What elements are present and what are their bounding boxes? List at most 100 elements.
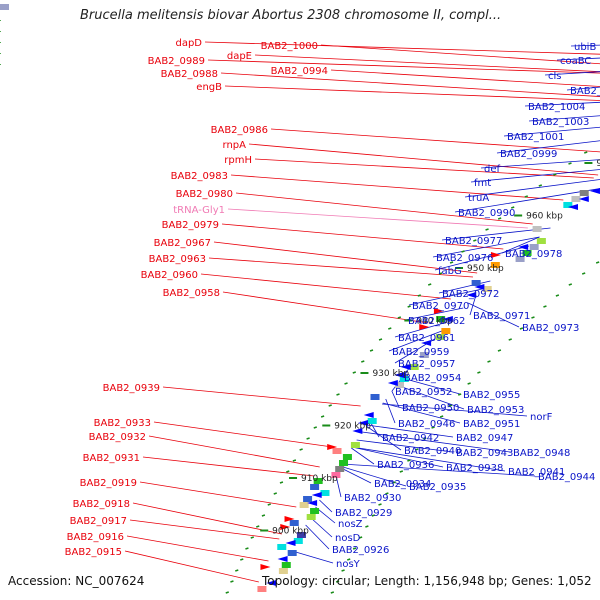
gene-block[interactable] bbox=[278, 568, 288, 574]
right-gene-label-bab2-0934[interactable]: BAB2_0934 bbox=[374, 479, 431, 490]
left-gene-label-bab2-0919[interactable]: BAB2_0919 bbox=[80, 478, 137, 489]
right-gene-label-bab2-0950[interactable]: BAB2_0950 bbox=[402, 403, 459, 414]
gene-block[interactable] bbox=[335, 466, 345, 472]
left-gene-label-bab2-0983[interactable]: BAB2_0983 bbox=[171, 171, 228, 182]
gene-block[interactable] bbox=[571, 196, 581, 202]
gene-block[interactable] bbox=[277, 544, 287, 550]
left-gene-label-bab2-1000[interactable]: BAB2_1000 bbox=[261, 41, 318, 52]
left-gene-label-bab2-0939[interactable]: BAB2_0939 bbox=[103, 383, 160, 394]
gene-block[interactable] bbox=[299, 502, 309, 508]
gene-block[interactable] bbox=[532, 226, 542, 232]
reverse-strand-arrow[interactable] bbox=[394, 372, 405, 378]
forward-strand-arrow[interactable] bbox=[490, 252, 501, 258]
reverse-strand-arrow[interactable] bbox=[311, 492, 322, 498]
gene-block[interactable] bbox=[395, 382, 405, 388]
left-gene-label-trna-gly1[interactable]: tRNA-Gly1 bbox=[173, 205, 225, 216]
right-gene-label-bab2-0935[interactable]: BAB2_0935 bbox=[409, 482, 466, 493]
gene-block[interactable] bbox=[419, 352, 429, 358]
reverse-strand-arrow[interactable] bbox=[421, 340, 432, 346]
gene-block[interactable] bbox=[331, 472, 341, 478]
right-gene-label-bab2-0973[interactable]: BAB2_0973 bbox=[522, 323, 579, 334]
left-gene-label-bab2-0980[interactable]: BAB2_0980 bbox=[176, 189, 233, 200]
gene-block[interactable] bbox=[306, 514, 316, 520]
left-gene-label-bab2-0918[interactable]: BAB2_0918 bbox=[73, 499, 130, 510]
right-gene-label-bab2-0972[interactable]: BAB2_0972 bbox=[442, 289, 499, 300]
right-gene-label-bab2-0951[interactable]: BAB2_0951 bbox=[463, 419, 520, 430]
right-gene-label-bab2-0976[interactable]: BAB2_0976 bbox=[436, 253, 493, 264]
gene-block[interactable] bbox=[399, 376, 409, 382]
left-gene-label-bab2-0988[interactable]: BAB2_0988 bbox=[161, 69, 218, 80]
reverse-strand-arrow[interactable] bbox=[387, 380, 398, 386]
right-gene-label-bab2-0961[interactable]: BAB2_0961 bbox=[398, 333, 455, 344]
reverse-strand-arrow[interactable] bbox=[442, 316, 453, 322]
reverse-strand-arrow[interactable] bbox=[466, 292, 477, 298]
gene-block[interactable] bbox=[293, 538, 303, 544]
right-gene-label-bab2-0953[interactable]: BAB2_0953 bbox=[467, 405, 524, 416]
right-gene-label-bab2-0930[interactable]: BAB2_0930 bbox=[344, 493, 401, 504]
gene-block[interactable] bbox=[310, 484, 320, 490]
right-gene-label-bab2-0999[interactable]: BAB2_0999 bbox=[500, 149, 557, 160]
left-gene-label-bab2-0933[interactable]: BAB2_0933 bbox=[94, 418, 151, 429]
right-gene-label-trua[interactable]: truA bbox=[468, 193, 489, 204]
right-gene-label-bab2-0959[interactable]: BAB2_0959 bbox=[392, 347, 449, 358]
left-gene-label-bab2-0917[interactable]: BAB2_0917 bbox=[70, 516, 127, 527]
reverse-strand-arrow[interactable] bbox=[285, 540, 296, 546]
gene-block[interactable] bbox=[296, 532, 306, 538]
forward-strand-arrow[interactable] bbox=[433, 308, 444, 314]
gene-block[interactable] bbox=[522, 250, 532, 256]
left-gene-label-dapd[interactable]: dapD bbox=[175, 38, 202, 49]
gene-block[interactable] bbox=[529, 244, 539, 250]
left-gene-label-bab2-0963[interactable]: BAB2_0963 bbox=[149, 254, 206, 265]
gene-block[interactable] bbox=[482, 286, 492, 292]
right-gene-label-cls[interactable]: cls bbox=[548, 71, 562, 82]
right-gene-label-fabg[interactable]: fabG bbox=[438, 266, 462, 277]
gene-block[interactable] bbox=[339, 460, 349, 466]
forward-strand-arrow[interactable] bbox=[260, 564, 271, 570]
right-gene-label-bab2-0944[interactable]: BAB2_0944 bbox=[538, 472, 595, 483]
gene-block[interactable] bbox=[435, 334, 445, 340]
right-gene-label-ubib[interactable]: ubiB bbox=[574, 42, 596, 53]
right-gene-label-bab2-0957[interactable]: BAB2_0957 bbox=[398, 359, 455, 370]
right-gene-label-bab2-0955[interactable]: BAB2_0955 bbox=[463, 390, 520, 401]
gene-block[interactable] bbox=[350, 442, 360, 448]
left-gene-label-bab2-0979[interactable]: BAB2_0979 bbox=[162, 220, 219, 231]
gene-block[interactable] bbox=[490, 262, 500, 268]
reverse-strand-arrow[interactable] bbox=[357, 420, 368, 426]
right-gene-label-bab2-0940[interactable]: BAB2_0940 bbox=[404, 446, 461, 457]
gene-block[interactable] bbox=[289, 520, 299, 526]
gene-block[interactable] bbox=[0, 4, 9, 10]
right-gene-label-bab2-0936[interactable]: BAB2_0936 bbox=[377, 460, 434, 471]
reverse-strand-arrow[interactable] bbox=[589, 188, 600, 194]
right-gene-label-fmt[interactable]: fmt bbox=[474, 178, 491, 189]
right-gene-label-bab2-0962[interactable]: BAB2_0962 bbox=[408, 316, 465, 327]
right-gene-label-norf[interactable]: norF bbox=[530, 412, 553, 423]
left-gene-label-bab2-0967[interactable]: BAB2_0967 bbox=[154, 238, 211, 249]
right-gene-label-nosz[interactable]: nosZ bbox=[338, 519, 363, 530]
right-gene-label-bab2-0941[interactable]: BAB2_0941 bbox=[508, 467, 565, 478]
right-gene-label-bab2-0977[interactable]: BAB2_0977 bbox=[445, 236, 502, 247]
gene-block[interactable] bbox=[281, 562, 291, 568]
gene-block[interactable] bbox=[471, 280, 481, 286]
right-gene-label-bab2-0970[interactable]: BAB2_0970 bbox=[412, 301, 469, 312]
left-gene-label-engb[interactable]: engB bbox=[196, 82, 222, 93]
gene-block[interactable] bbox=[332, 448, 342, 454]
reverse-strand-arrow[interactable] bbox=[266, 580, 277, 586]
forward-strand-arrow[interactable] bbox=[280, 524, 291, 530]
reverse-strand-arrow[interactable] bbox=[400, 364, 411, 370]
reverse-strand-arrow[interactable] bbox=[578, 196, 589, 202]
right-gene-label-nosy[interactable]: nosY bbox=[336, 559, 361, 570]
gene-block[interactable] bbox=[515, 256, 525, 262]
reverse-strand-arrow[interactable] bbox=[474, 284, 485, 290]
gene-block[interactable] bbox=[563, 202, 573, 208]
gene-block[interactable] bbox=[257, 586, 267, 592]
reverse-strand-arrow[interactable] bbox=[307, 500, 318, 506]
right-gene-label-bab2-0978[interactable]: BAB2_0978 bbox=[505, 249, 562, 260]
right-gene-label-bab2-0938[interactable]: BAB2_0938 bbox=[446, 463, 503, 474]
gene-block[interactable] bbox=[536, 238, 546, 244]
left-gene-label-bab2-0989[interactable]: BAB2_0989 bbox=[148, 56, 205, 67]
gene-block[interactable] bbox=[370, 394, 380, 400]
right-gene-label-bab2-0946[interactable]: BAB2_0946 bbox=[398, 419, 455, 430]
right-gene-label-bab2-1003[interactable]: BAB2_1003 bbox=[532, 117, 589, 128]
left-gene-label-bab2-0915[interactable]: BAB2_0915 bbox=[65, 547, 122, 558]
gene-block[interactable] bbox=[436, 316, 446, 322]
